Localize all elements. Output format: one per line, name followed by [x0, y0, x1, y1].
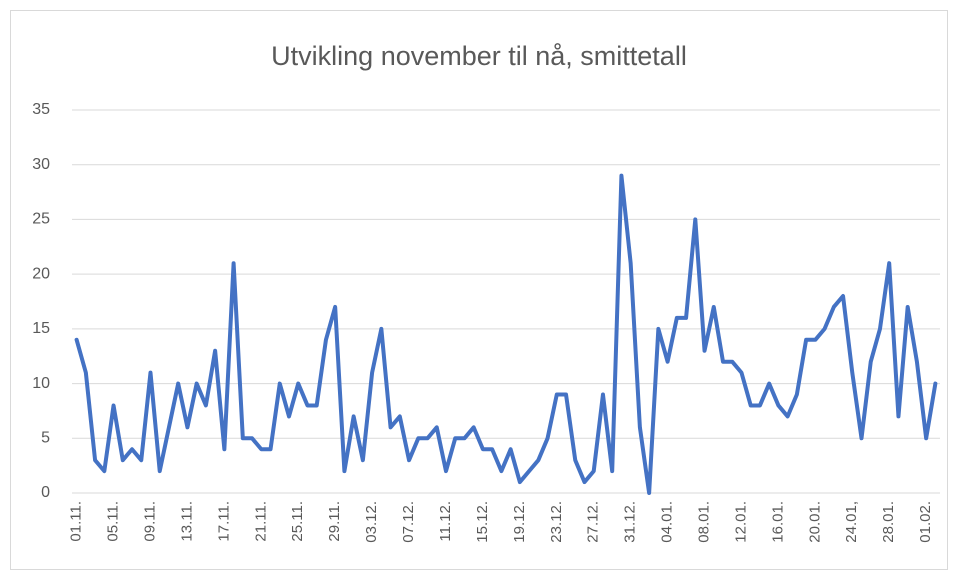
x-tick-label: 05.11. — [105, 501, 122, 542]
x-tick-label: 15.12. — [474, 501, 491, 543]
x-tick-label: 29.11. — [326, 501, 343, 542]
x-tick-label: 24.01, — [843, 501, 860, 543]
x-tick-label: 19.12. — [511, 501, 528, 543]
x-tick-label: 11.12. — [437, 501, 454, 542]
y-tick-label: 25 — [32, 211, 50, 228]
x-tick-label: 16.01. — [769, 501, 786, 543]
x-tick-label: 03.12. — [363, 501, 380, 543]
data-line — [74, 173, 938, 495]
x-tick-label: 20.01. — [806, 501, 823, 543]
y-tick-label: 0 — [41, 484, 50, 501]
x-tick-label: 04.01. — [659, 501, 676, 543]
y-tick-label: 15 — [32, 320, 50, 337]
x-tick-label: 17.11. — [215, 501, 232, 542]
x-tick-label: 31.12. — [622, 501, 639, 543]
x-tick-label: 27.12. — [585, 501, 602, 543]
y-tick-label: 30 — [32, 156, 50, 173]
x-tick-label: 01.02. — [917, 501, 934, 543]
x-tick-label: 07.12. — [400, 501, 417, 543]
chart-title: Utvikling november til nå, smittetall — [271, 41, 687, 71]
x-tick-label: 01.11. — [68, 501, 85, 542]
y-tick-label: 5 — [41, 430, 50, 447]
x-tick-label: 09.11. — [141, 501, 158, 542]
x-tick-label: 25.11. — [289, 501, 306, 542]
chart-frame — [10, 10, 948, 570]
x-tick-label: 21.11. — [252, 501, 269, 542]
x-tick-label: 13.11. — [178, 501, 195, 542]
y-tick-label: 10 — [32, 375, 50, 392]
y-tick-label: 20 — [32, 265, 50, 282]
x-tick-label: 23.12. — [548, 501, 565, 543]
x-tick-label: 28.01. — [880, 501, 897, 543]
y-tick-label: 35 — [32, 101, 50, 118]
x-tick-label: 08.01. — [696, 501, 713, 543]
x-tick-label: 12.01. — [732, 501, 749, 543]
